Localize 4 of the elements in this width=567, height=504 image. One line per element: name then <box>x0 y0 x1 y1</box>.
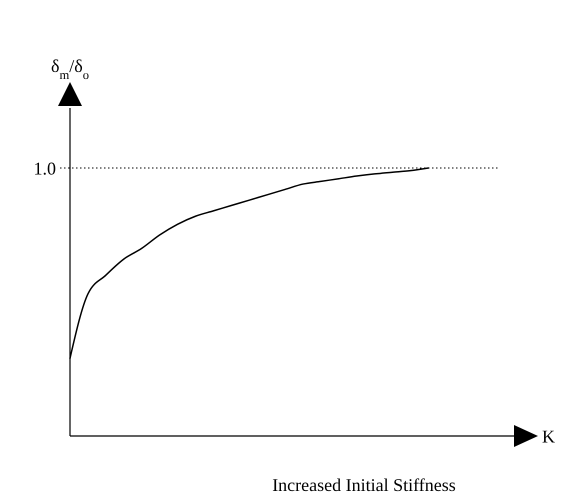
x-axis-title: Increased Initial Stiffness <box>272 475 456 495</box>
text: K <box>542 426 555 446</box>
y-axis-title: δ$_{m}$/δ$_{o}$ <box>50 56 90 82</box>
ref-line-label: 1.0 <box>34 158 56 178</box>
